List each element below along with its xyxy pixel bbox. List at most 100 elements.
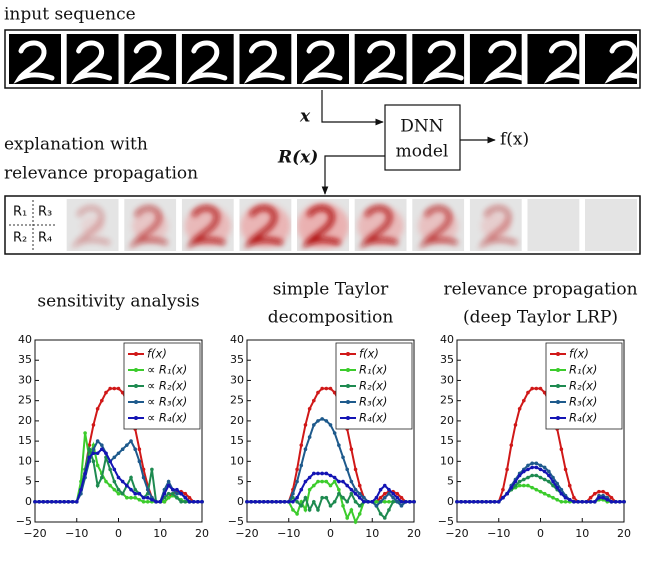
point (303, 508, 308, 512)
legend-marker (346, 352, 350, 356)
legend-marker (346, 400, 350, 404)
point (567, 497, 572, 502)
y-tick-label: 15 (440, 434, 454, 447)
heat-cell (239, 199, 292, 251)
point (266, 499, 270, 504)
point (328, 483, 333, 488)
x-tick-label: 0 (115, 527, 122, 540)
point (387, 491, 391, 496)
point (555, 485, 559, 490)
point (341, 455, 345, 460)
y-tick-label: 5 (237, 475, 244, 488)
y-tick-label: 25 (440, 394, 454, 407)
point (307, 475, 312, 480)
point (175, 495, 179, 500)
point (605, 491, 610, 496)
point (312, 499, 316, 504)
point (567, 483, 572, 488)
point (187, 499, 192, 504)
point (328, 423, 333, 427)
explanation-label: explanation with (4, 135, 148, 155)
point (307, 406, 312, 411)
point (517, 406, 522, 411)
point (341, 495, 345, 500)
point (391, 491, 395, 496)
point (588, 499, 593, 504)
point (145, 487, 150, 492)
heat-digit (186, 205, 226, 249)
point (58, 499, 62, 504)
point (120, 491, 125, 496)
point (357, 512, 362, 516)
point (492, 499, 497, 504)
point (191, 499, 196, 504)
point (307, 487, 312, 492)
point (547, 473, 551, 478)
point (328, 504, 333, 508)
point (584, 499, 589, 504)
point (299, 487, 304, 492)
point (362, 499, 366, 504)
point (295, 479, 299, 484)
point (245, 499, 249, 504)
x-tick-label: 0 (537, 527, 544, 540)
point (170, 491, 175, 496)
point (95, 463, 100, 468)
point (104, 451, 108, 456)
x-tick-label: 10 (153, 527, 167, 540)
point (91, 459, 96, 464)
point (597, 489, 601, 494)
point (104, 479, 108, 484)
point (399, 504, 404, 508)
point (108, 483, 112, 488)
point (83, 471, 87, 476)
point (257, 499, 262, 504)
point (387, 487, 391, 492)
point (91, 451, 96, 456)
point (137, 447, 142, 452)
chart: sensitivity analysis −5 0 5 10 15 20 25 30 35 40 −2… (16, 292, 209, 541)
heat-cell (124, 199, 177, 251)
point (563, 495, 568, 500)
point (274, 499, 279, 504)
point (332, 479, 337, 484)
point (588, 495, 593, 500)
point (551, 483, 555, 488)
legend-label: R₂(x) (359, 379, 387, 393)
legend-label: R₄(x) (359, 411, 387, 425)
point (175, 487, 179, 492)
point (555, 497, 559, 502)
point (572, 495, 576, 500)
digit-cell (412, 34, 465, 84)
point (534, 487, 539, 492)
point (563, 499, 568, 504)
point (382, 491, 387, 496)
chart-title: relevance propagation (443, 280, 637, 300)
point (382, 499, 387, 504)
point (162, 491, 167, 496)
point (116, 475, 121, 480)
legend-marker (346, 416, 350, 420)
output-label: f(x) (500, 130, 529, 150)
point (133, 447, 137, 452)
point (387, 499, 391, 504)
point (349, 508, 354, 512)
point (95, 406, 100, 411)
y-tick-label: 40 (18, 333, 32, 346)
point (332, 431, 337, 435)
x-tick-label: 20 (407, 527, 421, 540)
heat-cell (585, 199, 637, 251)
quadrant-label: R₁ (13, 205, 27, 220)
point (509, 485, 514, 490)
x-tick-label: −20 (445, 527, 468, 540)
point (320, 417, 324, 421)
point (534, 465, 539, 470)
legend-label: ∝ R₁(x) (147, 363, 187, 377)
point (249, 499, 253, 504)
point (87, 443, 92, 447)
model-box (384, 104, 461, 171)
point (125, 483, 129, 488)
y-tick-label: 25 (18, 394, 32, 407)
point (270, 499, 274, 504)
y-tick-label: 10 (18, 454, 32, 467)
